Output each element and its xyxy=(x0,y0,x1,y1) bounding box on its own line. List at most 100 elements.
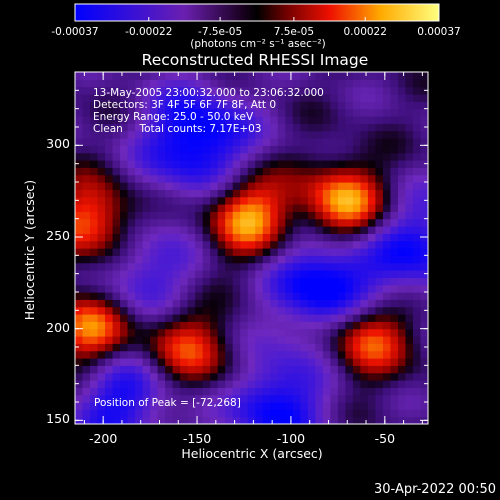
heatmap-cell xyxy=(135,226,144,234)
heatmap-cell xyxy=(412,240,422,249)
heatmap-cell xyxy=(367,233,377,242)
heatmap-cell xyxy=(210,248,219,256)
heatmap-cell xyxy=(382,116,392,124)
heatmap-cell xyxy=(142,284,151,293)
heatmap-cell xyxy=(127,328,136,337)
heatmap-cell xyxy=(90,277,99,286)
heatmap-cell xyxy=(322,328,331,337)
heatmap-cell xyxy=(390,328,399,337)
heatmap-cell xyxy=(277,372,286,381)
heatmap-cell xyxy=(150,138,159,146)
heatmap-cell xyxy=(382,262,392,271)
heatmap-cell xyxy=(420,387,428,396)
heatmap-cell xyxy=(390,196,399,205)
heatmap-cell xyxy=(307,350,316,359)
heatmap-cell xyxy=(150,328,159,337)
heatmap-cell xyxy=(217,277,226,286)
heatmap-cell xyxy=(405,233,414,242)
heatmap-cell xyxy=(172,270,181,278)
heatmap-cell xyxy=(97,321,106,330)
heatmap-cell xyxy=(142,394,151,403)
heatmap-cell xyxy=(142,218,151,227)
heatmap-cell xyxy=(195,123,204,132)
heatmap-cell xyxy=(397,292,407,300)
heatmap-cell xyxy=(82,409,91,418)
heatmap-cell xyxy=(375,328,384,337)
heatmap-cell xyxy=(157,218,166,227)
heatmap-cell xyxy=(292,79,301,88)
heatmap-cell xyxy=(202,123,211,132)
heatmap-cell xyxy=(82,79,91,88)
heatmap-cell xyxy=(82,72,91,80)
heatmap-cell xyxy=(247,189,256,198)
heatmap-cell xyxy=(420,101,428,110)
heatmap-cell xyxy=(180,365,189,374)
heatmap-cell xyxy=(307,196,316,205)
heatmap-cell xyxy=(150,189,159,198)
heatmap-cell xyxy=(90,182,99,190)
heatmap-cell xyxy=(150,72,159,80)
heatmap-cell xyxy=(397,328,407,337)
heatmap-cell xyxy=(330,101,339,110)
heatmap-cell xyxy=(322,343,331,352)
heatmap-cell xyxy=(262,270,271,278)
heatmap-cell xyxy=(75,211,84,220)
heatmap-cell xyxy=(232,270,241,278)
heatmap-cell xyxy=(247,108,256,117)
heatmap-cell xyxy=(322,108,331,117)
heatmap-cell xyxy=(262,152,271,161)
heatmap-cell xyxy=(127,174,136,183)
heatmap-cell xyxy=(360,321,369,330)
heatmap-cell xyxy=(262,328,271,337)
heatmap-cell xyxy=(240,218,249,227)
heatmap-cell xyxy=(300,248,309,256)
heatmap-cell xyxy=(157,240,166,249)
heatmap-cell xyxy=(322,262,331,271)
heatmap-cell xyxy=(322,167,331,176)
heatmap-cell xyxy=(405,292,414,300)
heatmap-cell xyxy=(210,255,219,264)
colorbar-gradient xyxy=(75,4,439,21)
heatmap-cell xyxy=(255,72,264,80)
heatmap-cell xyxy=(277,189,286,198)
heatmap-cell xyxy=(150,240,159,249)
heatmap-cell xyxy=(352,240,361,249)
heatmap-cell xyxy=(285,387,294,396)
heatmap-cell xyxy=(172,284,181,293)
heatmap-cell xyxy=(330,248,339,256)
heatmap-cell xyxy=(315,365,324,374)
heatmap-cell xyxy=(292,409,301,418)
heatmap-cell xyxy=(202,336,211,344)
heatmap-cell xyxy=(90,72,99,80)
heatmap-cell xyxy=(217,218,226,227)
heatmap-cell xyxy=(352,262,361,271)
heatmap-cell xyxy=(82,145,91,154)
heatmap-cell xyxy=(142,94,151,102)
heatmap-cell xyxy=(240,328,249,337)
heatmap-cell xyxy=(300,108,309,117)
heatmap-cell xyxy=(165,372,174,381)
heatmap-cell xyxy=(420,292,428,300)
heatmap-cell xyxy=(390,211,399,220)
heatmap-cell xyxy=(202,314,211,322)
heatmap-cell xyxy=(270,182,279,190)
heatmap-cell xyxy=(112,79,121,88)
heatmap-cell xyxy=(240,336,249,344)
heatmap-cell xyxy=(240,160,249,168)
heatmap-cell xyxy=(300,130,309,139)
heatmap-cell xyxy=(315,145,324,154)
heatmap-cell xyxy=(307,343,316,352)
heatmap-cell xyxy=(337,196,346,205)
heatmap-cell xyxy=(105,321,114,330)
heatmap-cell xyxy=(180,94,189,102)
heatmap-cell xyxy=(330,174,339,183)
heatmap-cell xyxy=(135,328,144,337)
heatmap-cell xyxy=(112,409,121,418)
heatmap-cell xyxy=(225,394,234,403)
heatmap-cell xyxy=(315,314,324,322)
heatmap-cell xyxy=(270,343,279,352)
heatmap-cell xyxy=(75,204,84,212)
heatmap-cell xyxy=(195,328,204,337)
heatmap-cell xyxy=(285,94,294,102)
